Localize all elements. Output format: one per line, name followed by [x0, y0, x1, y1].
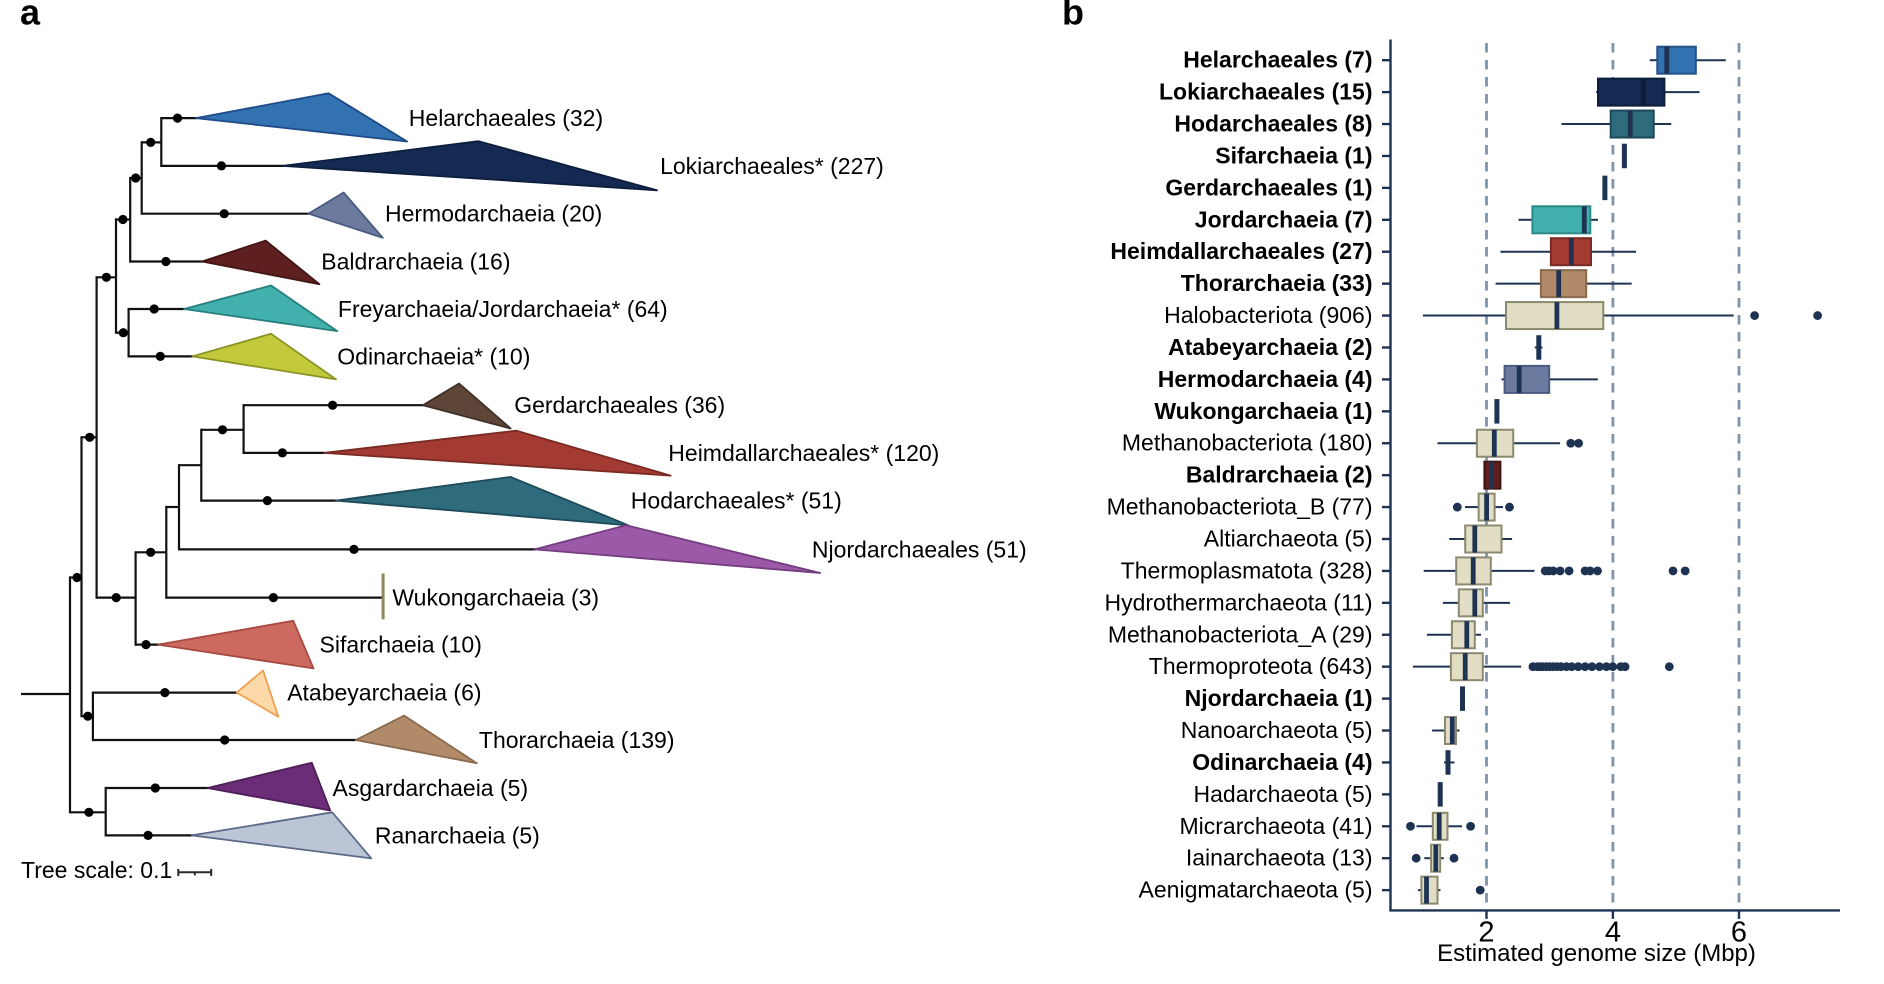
- svg-text:Hodarchaeales (8): Hodarchaeales (8): [1174, 111, 1372, 137]
- svg-text:Hodarchaeales* (51): Hodarchaeales* (51): [631, 488, 842, 514]
- svg-text:Thermoproteota (643): Thermoproteota (643): [1149, 653, 1373, 679]
- svg-text:Asgardarchaeia (5): Asgardarchaeia (5): [333, 775, 529, 801]
- svg-text:Thorarchaeia (139): Thorarchaeia (139): [479, 727, 675, 753]
- svg-text:Tree scale: 0.1: Tree scale: 0.1: [21, 857, 172, 883]
- svg-text:Jordarchaeia (7): Jordarchaeia (7): [1195, 206, 1373, 232]
- svg-text:Odinarchaeia (4): Odinarchaeia (4): [1192, 749, 1372, 775]
- svg-text:Heimdallarchaeales* (120): Heimdallarchaeales* (120): [668, 440, 939, 466]
- svg-text:Micrarchaeota (41): Micrarchaeota (41): [1179, 813, 1372, 839]
- svg-text:Aenigmatarchaeota (5): Aenigmatarchaeota (5): [1139, 877, 1373, 903]
- svg-text:Estimated genome size (Mbp): Estimated genome size (Mbp): [1437, 940, 1756, 967]
- svg-text:Sifarchaeia (10): Sifarchaeia (10): [320, 632, 482, 658]
- svg-text:Hermodarchaeia (20): Hermodarchaeia (20): [385, 201, 602, 227]
- svg-text:Atabeyarchaeia (2): Atabeyarchaeia (2): [1168, 334, 1373, 360]
- svg-text:a: a: [20, 0, 41, 33]
- svg-text:Gerdarchaeales (1): Gerdarchaeales (1): [1165, 174, 1372, 200]
- svg-text:Heimdallarchaeales (27): Heimdallarchaeales (27): [1110, 238, 1372, 264]
- svg-text:Helarchaeales (7): Helarchaeales (7): [1183, 47, 1372, 73]
- svg-text:Ranarchaeia (5): Ranarchaeia (5): [375, 822, 540, 848]
- svg-text:Njordarchaeales (51): Njordarchaeales (51): [812, 536, 1027, 562]
- svg-text:Odinarchaeia* (10): Odinarchaeia* (10): [337, 343, 530, 369]
- svg-text:Helarchaeales (32): Helarchaeales (32): [409, 105, 603, 131]
- svg-text:Nanoarchaeota (5): Nanoarchaeota (5): [1181, 717, 1373, 743]
- svg-text:Methanobacteriota_B (77): Methanobacteriota_B (77): [1107, 494, 1373, 520]
- svg-text:Thorarchaeia (33): Thorarchaeia (33): [1181, 270, 1373, 296]
- svg-text:2: 2: [1478, 916, 1494, 948]
- svg-text:Baldrarchaeia (2): Baldrarchaeia (2): [1186, 462, 1373, 488]
- svg-text:Wukongarchaeia (3): Wukongarchaeia (3): [392, 585, 599, 611]
- svg-text:Gerdarchaeales (36): Gerdarchaeales (36): [514, 392, 725, 418]
- svg-text:Wukongarchaeia (1): Wukongarchaeia (1): [1154, 398, 1372, 424]
- svg-text:Methanobacteriota (180): Methanobacteriota (180): [1122, 430, 1373, 456]
- svg-text:Baldrarchaeia (16): Baldrarchaeia (16): [321, 249, 510, 275]
- svg-text:Njordarchaeia (1): Njordarchaeia (1): [1185, 685, 1373, 711]
- svg-text:4: 4: [1605, 916, 1621, 948]
- svg-text:Freyarchaeia/Jordarchaeia* (64: Freyarchaeia/Jordarchaeia* (64): [338, 296, 668, 322]
- svg-text:Atabeyarchaeia (6): Atabeyarchaeia (6): [287, 680, 481, 706]
- svg-text:Altiarchaeota (5): Altiarchaeota (5): [1204, 526, 1373, 552]
- svg-text:Methanobacteriota_A (29): Methanobacteriota_A (29): [1108, 621, 1373, 647]
- svg-text:b: b: [1062, 0, 1084, 33]
- svg-text:Lokiarchaeales (15): Lokiarchaeales (15): [1159, 79, 1373, 105]
- svg-text:Lokiarchaeales* (227): Lokiarchaeales* (227): [660, 153, 884, 179]
- svg-text:6: 6: [1731, 916, 1747, 948]
- svg-text:Iainarchaeota (13): Iainarchaeota (13): [1186, 845, 1373, 871]
- svg-text:Thermoplasmatota (328): Thermoplasmatota (328): [1121, 557, 1373, 583]
- svg-text:Hadarchaeota (5): Hadarchaeota (5): [1194, 781, 1373, 807]
- svg-text:Sifarchaeia (1): Sifarchaeia (1): [1215, 142, 1372, 168]
- svg-text:Hermodarchaeia (4): Hermodarchaeia (4): [1158, 366, 1373, 392]
- svg-text:Hydrothermarchaeota (11): Hydrothermarchaeota (11): [1104, 589, 1372, 615]
- svg-text:Halobacteriota (906): Halobacteriota (906): [1164, 302, 1372, 328]
